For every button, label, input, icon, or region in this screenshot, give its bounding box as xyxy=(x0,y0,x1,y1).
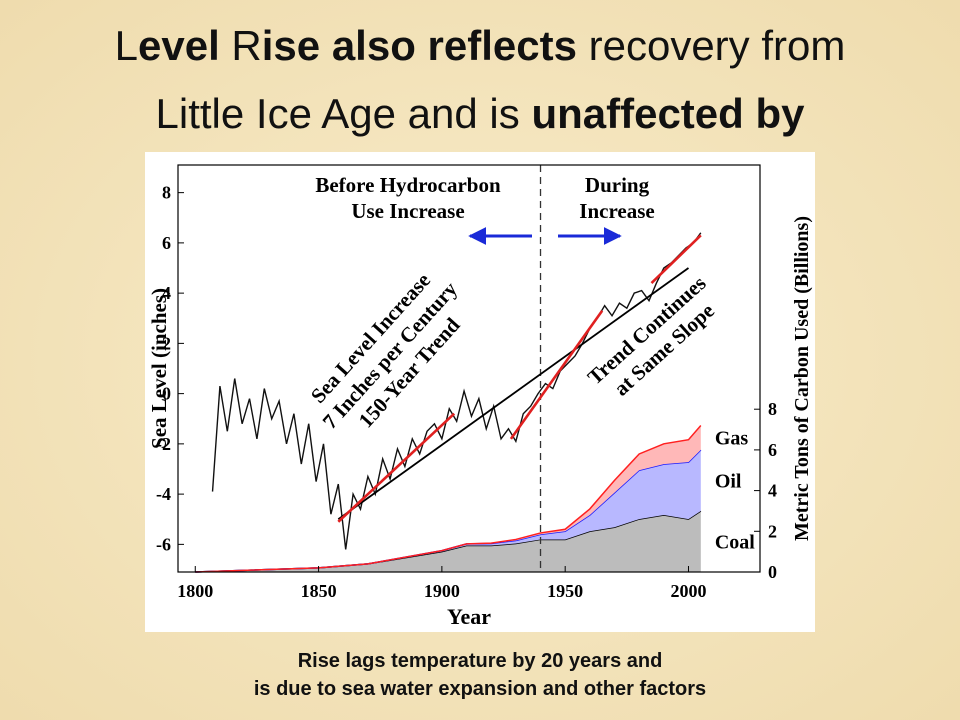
annotation-line: Before Hydrocarbon xyxy=(315,173,501,197)
x-tick-label: 1950 xyxy=(547,581,583,601)
y-tick-label: 8 xyxy=(162,183,171,203)
x-tick-label: 1800 xyxy=(177,581,213,601)
y-tick-label: 6 xyxy=(162,233,171,253)
x-axis-label: Year xyxy=(447,604,491,629)
y2-tick-label: 4 xyxy=(768,481,777,501)
y2-tick-label: 0 xyxy=(768,562,777,582)
area-label: Oil xyxy=(715,470,742,492)
y-tick-label: 2 xyxy=(162,333,171,353)
y-axis-label: Sea Level (inches) xyxy=(147,288,171,449)
y-tick-label: -2 xyxy=(156,434,171,454)
y-tick-label: -4 xyxy=(156,484,171,504)
y-tick-label: 0 xyxy=(162,384,171,404)
trend-line xyxy=(509,309,604,440)
title-segment: recovery from xyxy=(577,22,845,69)
trend-line xyxy=(337,267,690,520)
title-segment: R xyxy=(220,22,262,69)
title-segment: Little Ice Age and is xyxy=(156,90,532,137)
plot-frame xyxy=(177,164,761,573)
sea-level-line xyxy=(211,232,702,550)
annotation-line: During xyxy=(585,173,650,197)
title-segment: evel xyxy=(138,22,220,69)
y2-tick-label: 6 xyxy=(768,440,777,460)
slide-title-line: Little Ice Age and is unaffected by xyxy=(156,90,806,137)
y-tick-label: -6 xyxy=(156,534,171,554)
annotation-line: Increase xyxy=(579,199,654,223)
slide-title-line: Level Rise also reflects recovery from xyxy=(115,22,846,69)
area-edge xyxy=(195,424,702,573)
title-segment: unaffected by xyxy=(531,90,805,137)
y2-tick-label: 2 xyxy=(768,521,777,541)
trend-line xyxy=(337,412,456,523)
y2-axis-label: Metric Tons of Carbon Used (Billions) xyxy=(791,216,813,541)
area-label: Gas xyxy=(715,428,749,450)
title-segment: ise also reflects xyxy=(262,22,577,69)
area-label: Coal xyxy=(715,531,755,553)
caption-line: Rise lags temperature by 20 years and xyxy=(298,650,663,672)
area xyxy=(195,425,701,572)
y-tick-label: 4 xyxy=(162,283,171,303)
area xyxy=(195,449,701,572)
caption-line: is due to sea water expansion and other … xyxy=(254,678,706,700)
annotation-line: Use Increase xyxy=(351,199,464,223)
x-tick-label: 1900 xyxy=(424,581,460,601)
y2-tick-label: 8 xyxy=(768,399,777,419)
trend-line xyxy=(650,234,702,285)
title-segment: L xyxy=(115,22,138,69)
x-tick-label: 1850 xyxy=(301,581,337,601)
annotation: Before Hydrocarbon Use Increase xyxy=(315,173,501,223)
annotation: During Increase xyxy=(579,173,654,223)
x-tick-label: 2000 xyxy=(670,581,706,601)
area xyxy=(195,510,701,572)
